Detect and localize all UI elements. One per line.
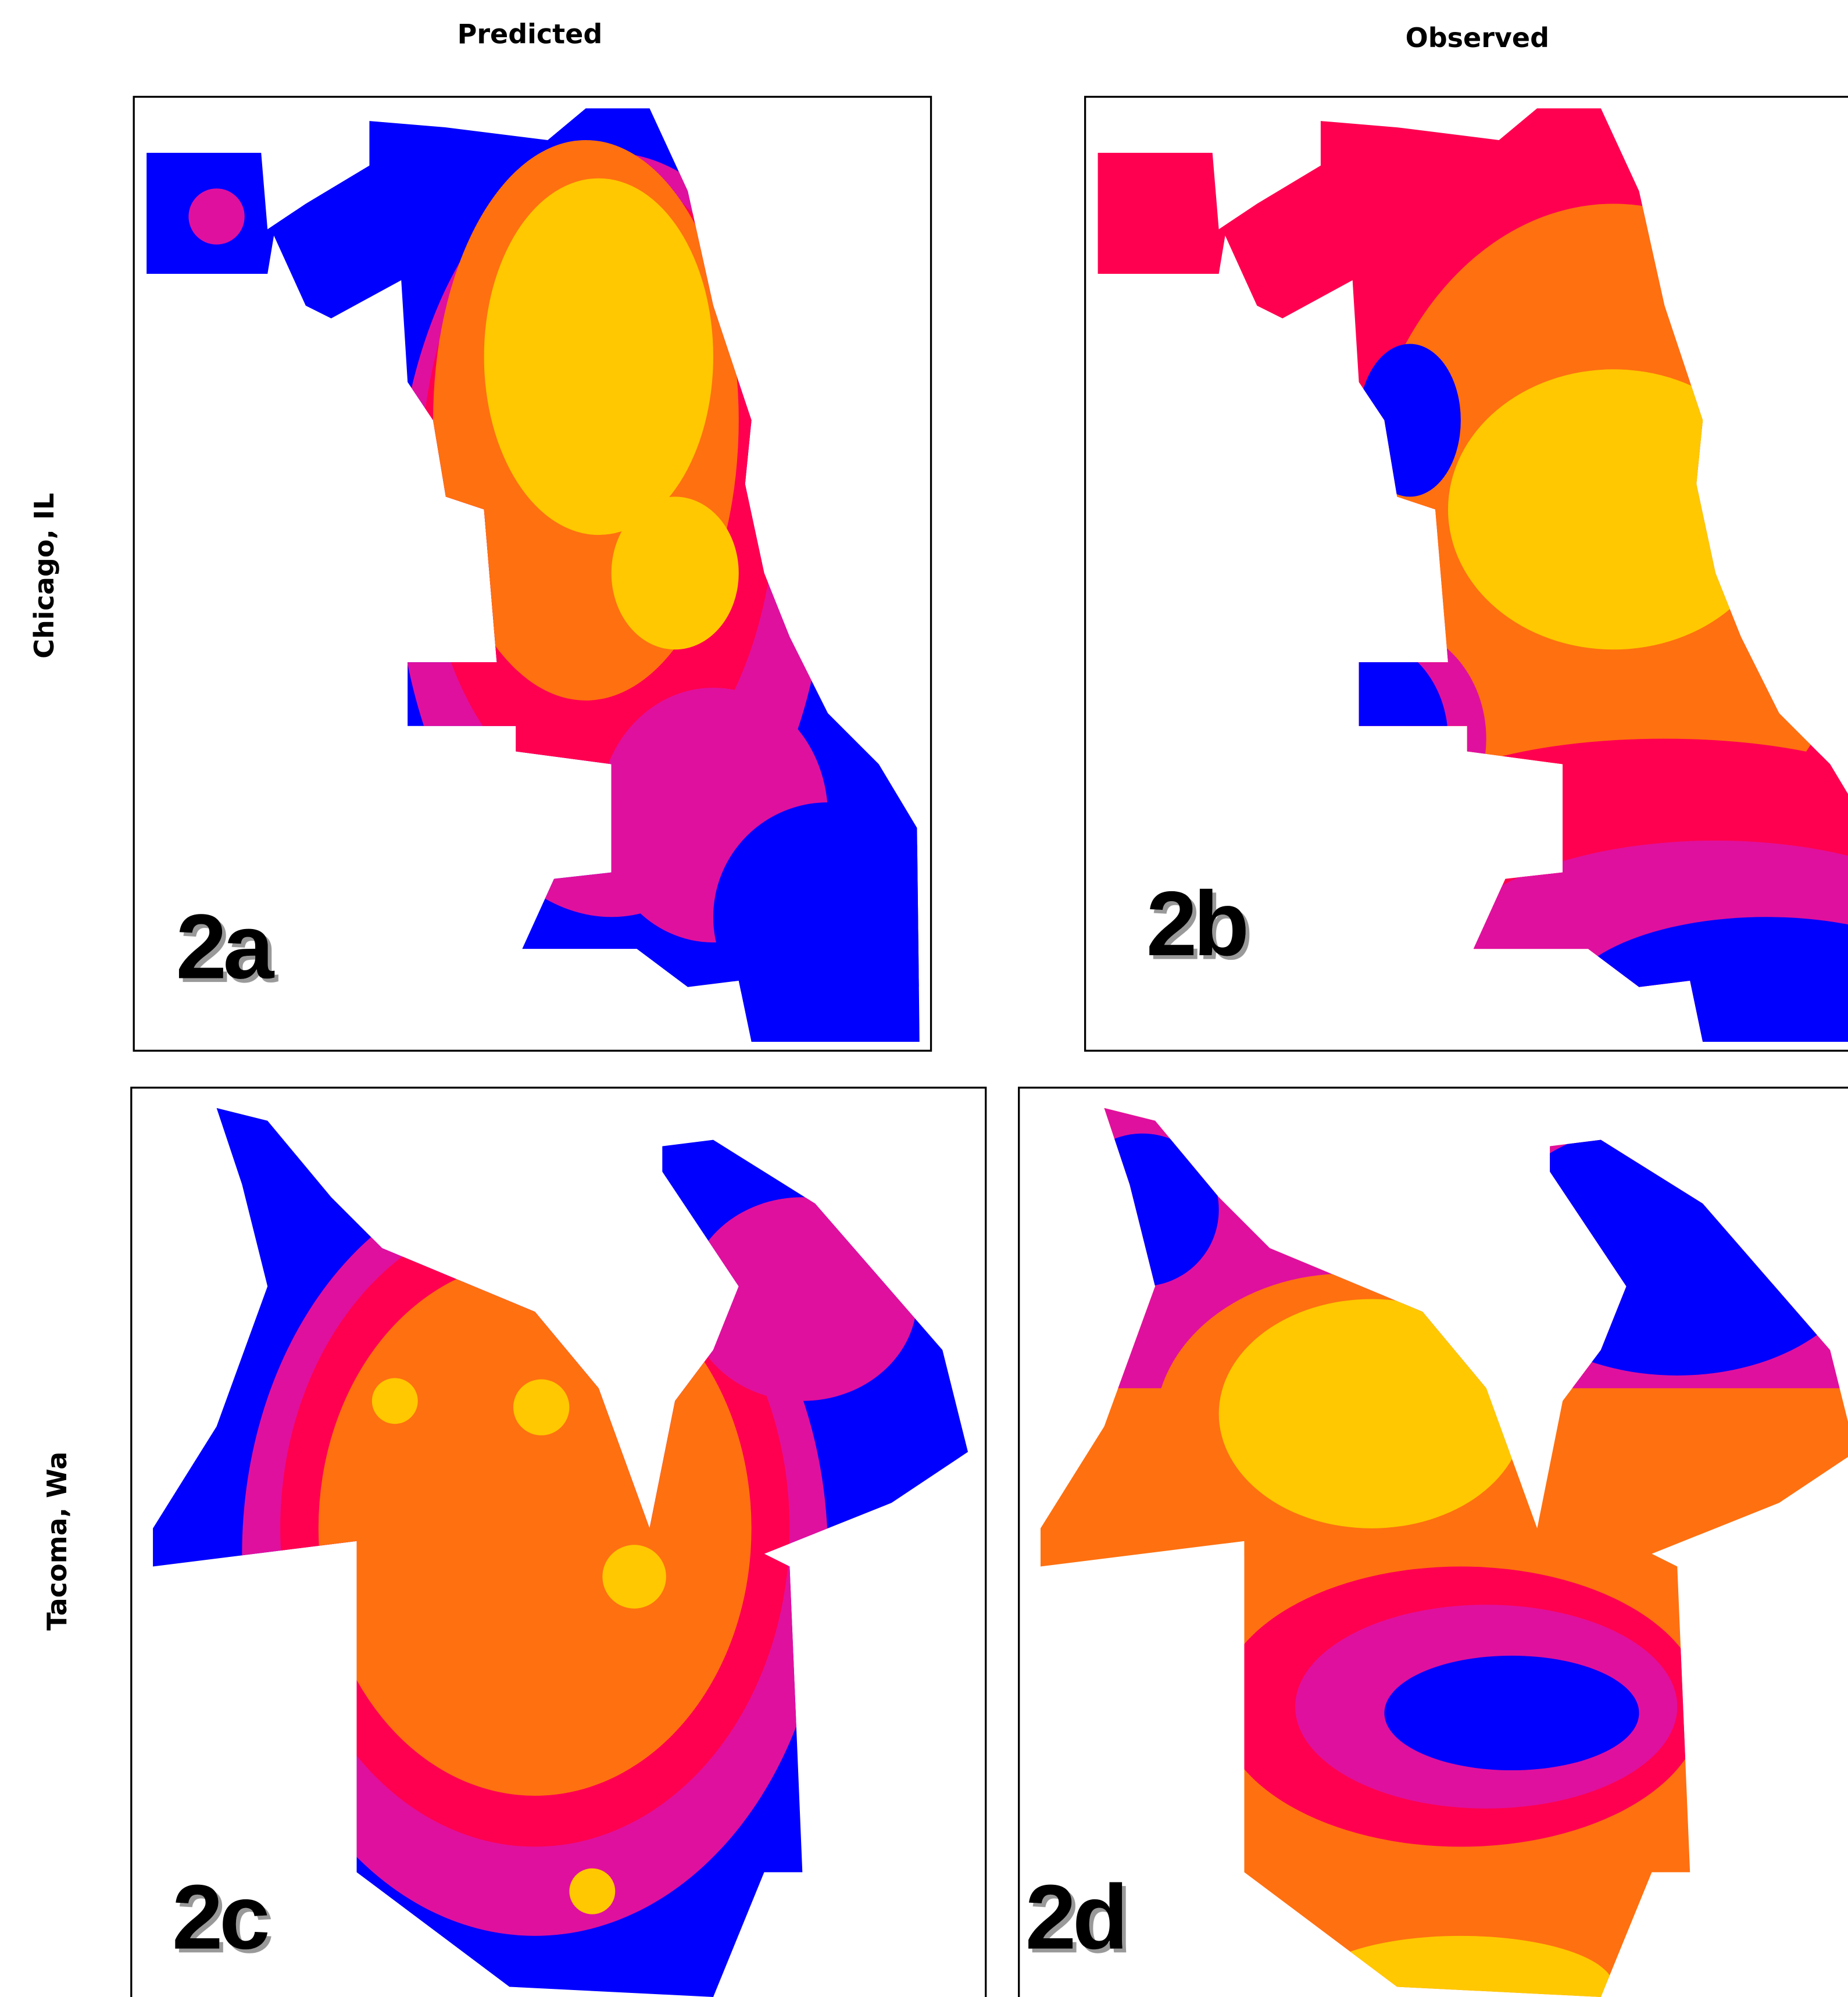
row-header: Chicago, IL: [28, 493, 60, 659]
column-header: Predicted: [457, 18, 603, 49]
panel-label: 2d: [1025, 1866, 1125, 1969]
panel-label: 2a: [176, 895, 274, 998]
figure: Predicted Observed Chicago, IL Tacoma, W…: [0, 0, 1848, 1997]
panel-label: 2c: [172, 1866, 268, 1969]
page: Predicted Observed Chicago, IL Tacoma, W…: [0, 0, 1848, 1997]
panel-label: 2b: [1146, 873, 1246, 975]
column-header: Observed: [1406, 22, 1549, 53]
row-header: Tacoma, Wa: [41, 1452, 73, 1631]
map-observed-tacoma: [1015, 1095, 1848, 1997]
map-predicted-tacoma: [127, 1095, 993, 1997]
